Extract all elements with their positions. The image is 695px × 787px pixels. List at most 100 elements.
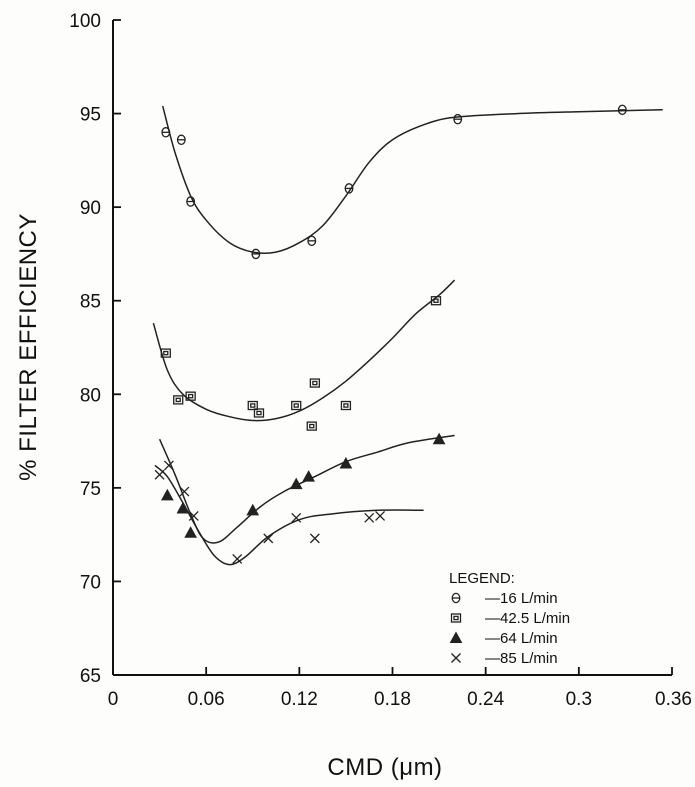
y-tick-label: 75: [80, 479, 101, 500]
square-data-point-inner: [309, 423, 315, 429]
x-data-point-stroke-b: [309, 533, 320, 544]
triangle-data-point: [184, 526, 197, 538]
legend-marker-triangle: [449, 631, 463, 643]
x-tick-label: 0.36: [655, 689, 692, 710]
circle-data-point-shape: [344, 183, 354, 194]
x-data-point-stroke-b: [375, 510, 386, 521]
data-points: [154, 104, 627, 564]
triangle-data-point-shape: [302, 470, 315, 482]
circle-data-point: [176, 134, 186, 146]
square-data-point: [160, 348, 171, 358]
circle-data-point-shape: [176, 134, 186, 146]
circle-data-point: [344, 183, 354, 194]
legend-marker-circle-shape: [451, 592, 461, 604]
x-tick-label: 0.12: [281, 689, 318, 710]
square-data-point: [247, 400, 258, 411]
circle-data-point-shape: [617, 104, 627, 116]
x-data-point-stroke-b: [163, 460, 174, 471]
legend-marker-square-shape: [450, 613, 462, 623]
legend-entry-label: —85 L/min: [485, 650, 558, 667]
y-tick-label: 100: [69, 11, 101, 32]
x-data-point-stroke-b: [291, 512, 302, 523]
square-data-point-inner: [343, 403, 349, 408]
triangle-data-point: [246, 503, 260, 516]
square-data-point: [173, 395, 184, 405]
x-tick-label: 0.3: [566, 689, 592, 710]
legend-entry-label: —42.5 L/min: [485, 610, 570, 627]
fit-curve-series-3: [158, 434, 455, 544]
square-data-point-shape: [253, 408, 265, 418]
square-data-point-inner: [293, 403, 299, 408]
circle-data-point-shape: [186, 196, 196, 207]
triangle-data-point-shape: [289, 477, 303, 490]
square-data-point: [340, 400, 352, 411]
circle-data-point-shape: [251, 248, 261, 260]
triangle-data-point-shape: [161, 488, 174, 501]
circle-data-point-shape: [453, 113, 463, 125]
square-data-point-shape: [160, 348, 171, 358]
legend-marker-x: [451, 653, 461, 663]
x-tick-label: 0.06: [188, 689, 225, 710]
legend-marker-square-inner: [453, 615, 459, 621]
square-data-point: [253, 408, 265, 418]
y-tick-label: 90: [80, 198, 101, 219]
x-data-point: [179, 486, 190, 497]
y-tick-label: 80: [80, 385, 101, 406]
y-tick-label: 85: [80, 292, 101, 313]
x-data-point: [364, 512, 375, 523]
legend-marker-circle: [451, 592, 461, 604]
x-data-point: [309, 533, 320, 544]
circle-data-point: [251, 248, 261, 260]
legend-marker-triangle-shape: [449, 631, 463, 643]
legend-title: LEGEND:: [449, 570, 515, 587]
square-data-point-inner: [175, 397, 181, 403]
triangle-data-point: [289, 477, 303, 490]
y-tick-label: 70: [80, 572, 101, 593]
circle-data-point: [617, 104, 627, 116]
x-tick-label: 0: [108, 689, 119, 710]
square-data-point-shape: [247, 400, 258, 411]
legend-marker-square: [450, 613, 462, 623]
fit-curve-series-1: [161, 105, 663, 254]
legend-entry-label: —64 L/min: [485, 630, 558, 647]
square-data-point-shape: [185, 391, 196, 401]
legend-marker-x-stroke-b: [451, 653, 461, 663]
square-data-point: [306, 421, 317, 431]
square-data-point-inner: [256, 410, 262, 416]
square-data-point-inner: [163, 350, 169, 356]
x-data-point-stroke-b: [263, 533, 274, 544]
x-data-point: [163, 460, 174, 471]
square-data-point: [185, 391, 196, 401]
x-data-point-stroke-b: [154, 469, 165, 480]
x-tick-label: 0.24: [467, 689, 504, 710]
fit-curve-series-2: [152, 279, 456, 422]
x-data-point-stroke-b: [364, 512, 375, 523]
triangle-data-point-shape: [339, 456, 353, 469]
square-data-point: [430, 296, 442, 306]
y-tick-label: 65: [80, 666, 101, 687]
triangle-data-point: [302, 470, 315, 482]
legend: LEGEND: —16 L/min —42.5 L/min —64 L/min —85…: [449, 570, 570, 667]
circle-data-point: [307, 235, 317, 247]
square-data-point: [309, 378, 321, 388]
ticks: 65 70 75 80 85 90 95 100 0 0.06 0.12 0.18 0.24 0.3 0.3…: [69, 11, 692, 710]
circle-data-point-shape: [307, 235, 317, 247]
y-axis-title: % FILTER EFFICIENCY: [15, 213, 42, 481]
square-data-point-inner: [250, 403, 256, 408]
x-data-point: [188, 510, 199, 521]
x-tick-label: 0.18: [374, 689, 411, 710]
x-data-point-stroke-b: [179, 486, 190, 497]
circle-data-point: [186, 196, 196, 207]
triangle-data-point: [339, 456, 353, 469]
triangle-data-point-shape: [184, 526, 197, 538]
square-data-point-inner: [433, 298, 439, 303]
square-data-point-shape: [173, 395, 184, 405]
triangle-data-point-shape: [246, 503, 260, 516]
x-data-point-stroke-b: [188, 510, 199, 521]
x-data-point-stroke-b: [232, 554, 243, 564]
x-data-point: [375, 510, 386, 521]
triangle-data-point: [176, 501, 190, 514]
square-data-point-shape: [430, 296, 442, 306]
